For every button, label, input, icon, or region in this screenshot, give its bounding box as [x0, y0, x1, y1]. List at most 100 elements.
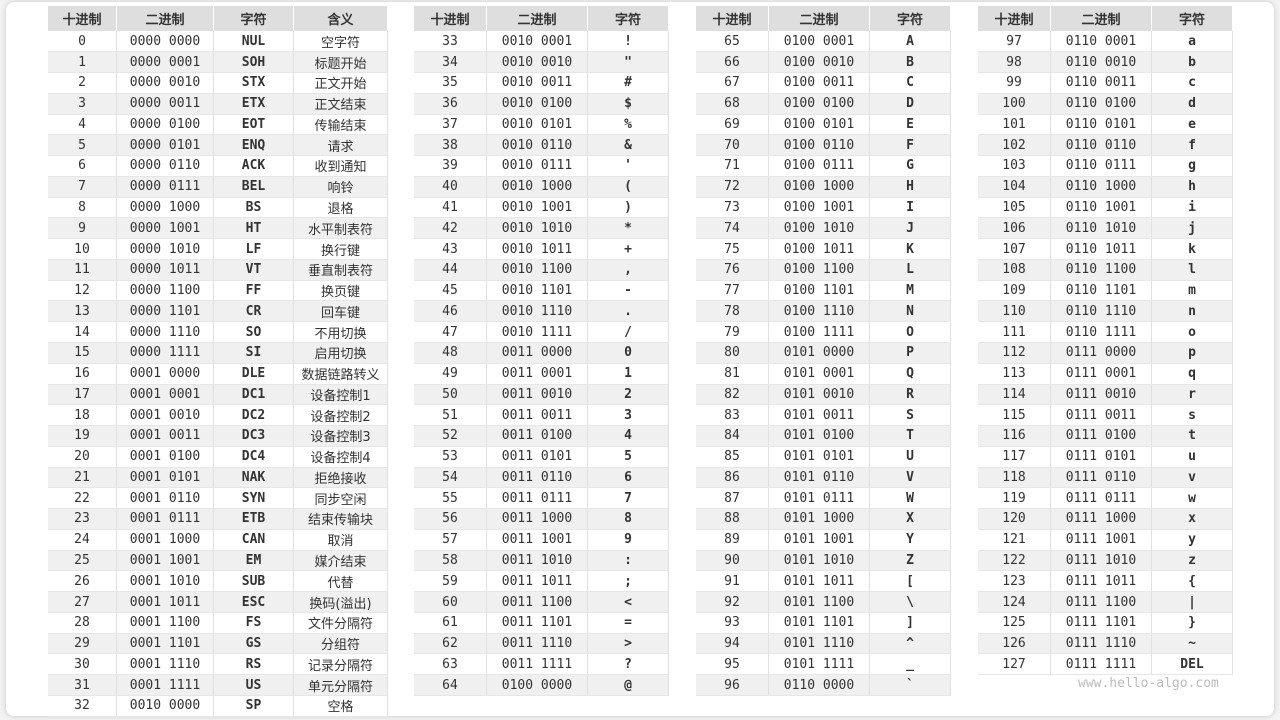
table-row: 74 0100 1010 J [696, 217, 951, 240]
binary-cell: 0011 0100 [486, 425, 588, 447]
decimal-cell: 115 [978, 404, 1051, 427]
decimal-cell: 85 [696, 446, 769, 468]
char-cell: Q [869, 363, 951, 385]
char-cell: D [869, 93, 951, 115]
table-row: 77 0100 1101 M [696, 280, 951, 302]
decimal-cell: 25 [48, 550, 117, 572]
meaning-cell: 拒绝接收 [293, 467, 388, 489]
binary-cell: 0000 1000 [116, 197, 214, 219]
table-row: 121 0111 1001 y [978, 529, 1233, 551]
char-cell: VT [213, 259, 294, 281]
table-row: 106 0110 1010 j [978, 217, 1233, 240]
decimal-cell: 66 [696, 51, 769, 74]
binary-cell: 0001 1000 [116, 529, 214, 551]
decimal-cell: 87 [696, 487, 769, 510]
table-row: 116 0111 0100 t [978, 425, 1233, 447]
binary-cell: 0011 0101 [486, 446, 588, 468]
meaning-cell: 设备控制4 [293, 446, 388, 468]
decimal-cell: 106 [978, 217, 1051, 240]
table-row: 81 0101 0001 Q [696, 363, 951, 385]
binary-cell: 0100 1010 [768, 217, 870, 240]
decimal-cell: 103 [978, 155, 1051, 177]
char-cell: } [1151, 612, 1233, 634]
binary-cell: 0101 0111 [768, 487, 870, 510]
decimal-cell: 100 [978, 93, 1051, 115]
meaning-cell: 分组符 [293, 633, 388, 655]
char-cell: | [1151, 591, 1233, 613]
table-row: 28 0001 1100 FS 文件分隔符 [48, 612, 388, 634]
binary-cell: 0011 1011 [486, 570, 588, 593]
binary-cell: 0011 1101 [486, 612, 588, 634]
decimal-cell: 30 [48, 653, 117, 676]
binary-cell: 0011 0001 [486, 363, 588, 385]
table-row: 82 0101 0010 R [696, 384, 951, 406]
binary-cell: 0100 1110 [768, 300, 870, 323]
table-row: 54 0011 0110 6 [414, 467, 669, 489]
char-cell: [ [869, 570, 951, 593]
table-row: 11 0000 1011 VT 垂直制表符 [48, 259, 388, 281]
binary-cell: 0110 0111 [1050, 155, 1152, 177]
char-cell: SYN [213, 487, 294, 510]
decimal-cell: 38 [414, 134, 487, 157]
decimal-cell: 119 [978, 487, 1051, 510]
char-cell: DC2 [213, 404, 294, 427]
char-cell: g [1151, 155, 1233, 177]
decimal-cell: 33 [414, 31, 487, 53]
binary-cell: 0010 0110 [486, 134, 588, 157]
char-cell: I [869, 197, 951, 219]
binary-cell: 0000 1111 [116, 342, 214, 364]
decimal-cell: 114 [978, 384, 1051, 406]
binary-cell: 0101 0000 [768, 342, 870, 364]
table-row: 17 0001 0001 DC1 设备控制1 [48, 384, 388, 406]
decimal-cell: 124 [978, 591, 1051, 613]
table-row: 39 0010 0111 ' [414, 155, 669, 177]
binary-cell: 0111 1001 [1050, 529, 1152, 551]
binary-cell: 0010 1101 [486, 280, 588, 302]
char-cell: 6 [587, 467, 669, 489]
binary-cell: 0111 0000 [1050, 342, 1152, 364]
binary-cell: 0101 1000 [768, 508, 870, 530]
meaning-cell: 结束传输块 [293, 508, 388, 530]
binary-cell: 0111 1010 [1050, 550, 1152, 572]
decimal-cell: 52 [414, 425, 487, 447]
table-row: 42 0010 1010 * [414, 217, 669, 240]
table-row: 101 0110 0101 e [978, 114, 1233, 136]
char-cell: 9 [587, 529, 669, 551]
decimal-cell: 7 [48, 176, 117, 198]
decimal-cell: 64 [414, 674, 487, 696]
meaning-cell: 垂直制表符 [293, 259, 388, 281]
table-row: 69 0100 0101 E [696, 114, 951, 136]
decimal-cell: 84 [696, 425, 769, 447]
ascii-table-card: 十进制 二进制 字符 含义 0 0000 0000 NUL 空字符 1 0000 0001 SOH 标… [6, 2, 1274, 717]
decimal-cell: 60 [414, 591, 487, 613]
binary-cell: 0111 1000 [1050, 508, 1152, 530]
table-row: 58 0011 1010: [414, 550, 669, 572]
char-cell: ] [869, 612, 951, 634]
char-cell: ' [587, 155, 669, 177]
table-row: 96 0110 0000 ` [696, 674, 951, 696]
char-cell: DC1 [213, 384, 294, 406]
table-row: 99 0110 0011 c [978, 72, 1233, 94]
table-row: 65 0100 0001 A [696, 31, 951, 53]
char-cell: ~ [1151, 633, 1233, 655]
table-row: 80 0101 0000 P [696, 342, 951, 364]
table-row: 32 0010 0000 SP 空格 [48, 695, 388, 717]
decimal-cell: 125 [978, 612, 1051, 634]
table-row: 34 0010 0010 " [414, 51, 669, 74]
table-row: 64 0100 0000 @ [414, 674, 669, 696]
meaning-cell: 记录分隔符 [293, 653, 388, 676]
binary-cell: 0001 1101 [116, 633, 214, 655]
char-cell: j [1151, 217, 1233, 240]
column-header: 字符 [587, 6, 669, 31]
decimal-cell: 89 [696, 529, 769, 551]
table-row: 61 0011 1101 = [414, 612, 669, 634]
table-row: 123 0111 1011{ [978, 570, 1233, 593]
binary-cell: 0011 0000 [486, 342, 588, 364]
table-row: 89 0101 1001 Y [696, 529, 951, 551]
table-row: 107 0110 1011 k [978, 238, 1233, 260]
table-row: 45 0010 1101- [414, 280, 669, 302]
binary-cell: 0000 0000 [116, 31, 214, 53]
binary-cell: 0000 1001 [116, 217, 214, 240]
binary-cell: 0010 1011 [486, 238, 588, 260]
decimal-cell: 113 [978, 363, 1051, 385]
